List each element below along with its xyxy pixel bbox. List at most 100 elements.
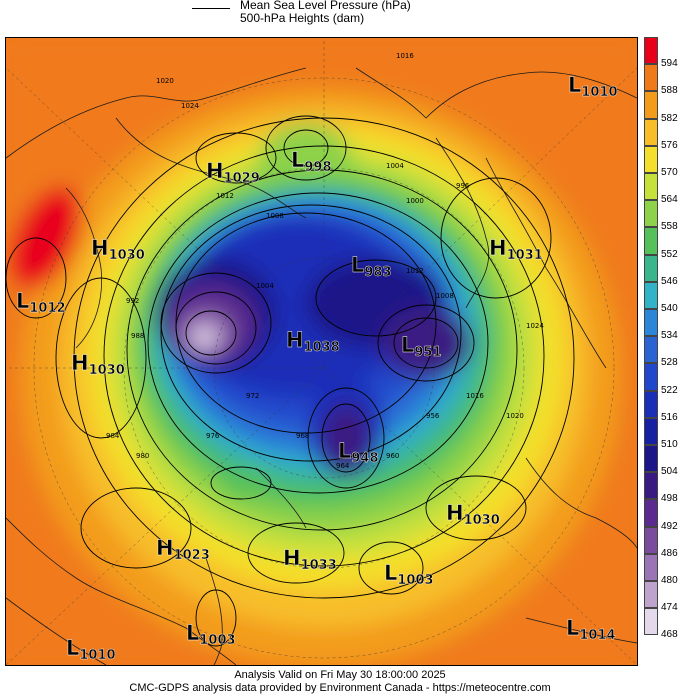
map-header: Mean Sea Level Pressure (hPa) 500-hPa He… bbox=[0, 0, 680, 36]
center-pressure-value: 998 bbox=[304, 160, 331, 175]
isobar-value-label: 1008 bbox=[436, 292, 454, 300]
colorbar-swatch bbox=[644, 499, 658, 527]
isobar-value-label: 968 bbox=[296, 432, 309, 440]
colorbar-swatch bbox=[644, 553, 658, 581]
colorbar-label: 540 bbox=[661, 303, 678, 314]
isobar-value-label: 976 bbox=[206, 432, 220, 440]
center-pressure-value: 1003 bbox=[397, 573, 433, 588]
colorbar-label: 528 bbox=[661, 357, 678, 369]
isobar-value-label: 1000 bbox=[406, 197, 424, 205]
colorbar-label: 492 bbox=[661, 520, 678, 532]
isobar-value-label: 1012 bbox=[216, 192, 234, 200]
colorbar-swatch bbox=[644, 254, 658, 282]
isobar-value-label: 1012 bbox=[406, 267, 424, 275]
center-pressure-value: 1031 bbox=[507, 248, 543, 263]
center-pressure-value: 1033 bbox=[301, 558, 337, 573]
colorbar-label: 576 bbox=[661, 139, 678, 151]
isobar-value-label: 964 bbox=[336, 462, 350, 470]
center-pressure-value: 1003 bbox=[199, 633, 235, 648]
colorbar-label: 570 bbox=[661, 167, 678, 178]
colorbar-swatch bbox=[644, 526, 658, 554]
colorbar-swatch bbox=[644, 200, 658, 228]
isobar-value-label: 1024 bbox=[181, 102, 199, 110]
colorbar-label: 522 bbox=[661, 384, 678, 396]
colorbar-label: 510 bbox=[661, 439, 678, 450]
colorbar-swatch bbox=[644, 227, 658, 255]
isobar-value-label: 980 bbox=[136, 452, 149, 460]
colorbar-swatch bbox=[644, 363, 658, 391]
colorbar-label: 486 bbox=[661, 547, 678, 559]
graticule bbox=[6, 38, 637, 665]
center-pressure-value: 948 bbox=[351, 451, 378, 466]
isobar-value-label: 992 bbox=[126, 297, 139, 305]
colorbar-label: 582 bbox=[661, 112, 678, 124]
isobar-value-label: 1020 bbox=[506, 412, 524, 420]
isobar-value-label: 984 bbox=[106, 432, 120, 440]
isobar-labels: 1016 1020 1024 1012 1008 1004 1000 996 992 988 984… bbox=[106, 52, 544, 470]
colorbar-label: 498 bbox=[661, 493, 678, 505]
center-pressure-value: 1030 bbox=[464, 513, 500, 528]
colorbar-label: 480 bbox=[661, 575, 678, 586]
isobar-value-label: 1004 bbox=[256, 282, 274, 290]
mslp-legend-line bbox=[192, 8, 230, 9]
isobar-value-label: 972 bbox=[246, 392, 259, 400]
colorbar-swatch bbox=[644, 64, 658, 92]
colorbar-label: 588 bbox=[661, 85, 678, 97]
colorbar-swatch bbox=[644, 336, 658, 364]
isobar-value-label: 960 bbox=[386, 452, 399, 460]
hemispheric-map: L1010H1029L998H1030L1012H1030L983H1031H1… bbox=[6, 38, 637, 665]
high-pressure-center: H1029 bbox=[206, 159, 260, 186]
center-pressure-value: 1023 bbox=[174, 548, 210, 563]
center-pressure-value: 1010 bbox=[581, 85, 617, 100]
colorbar-label: 552 bbox=[661, 248, 678, 260]
colorbar-label: 534 bbox=[661, 330, 678, 342]
colorbar-swatch bbox=[644, 472, 658, 500]
colorbar-label: 558 bbox=[661, 221, 678, 233]
isobar-value-label: 1004 bbox=[386, 162, 404, 170]
colorbar-swatch bbox=[644, 417, 658, 445]
isobar-value-label: 1020 bbox=[156, 77, 174, 85]
center-pressure-value: 951 bbox=[414, 345, 441, 360]
colorbar-swatch bbox=[644, 390, 658, 418]
colorbar-label: 474 bbox=[661, 602, 678, 614]
colorbar-swatch bbox=[644, 145, 658, 173]
isobar-value-label: 1016 bbox=[466, 392, 484, 400]
isobar-value-label: 956 bbox=[426, 412, 440, 420]
title-mslp: Mean Sea Level Pressure (hPa) bbox=[240, 0, 411, 12]
isobar-value-label: 1008 bbox=[266, 212, 284, 220]
center-pressure-value: 1014 bbox=[579, 628, 615, 643]
isobars bbox=[6, 115, 575, 647]
isobar-value-label: 996 bbox=[456, 182, 470, 190]
center-pressure-value: 1038 bbox=[304, 340, 340, 355]
colorbar-swatch bbox=[644, 118, 658, 146]
center-pressure-value: 1030 bbox=[89, 363, 125, 378]
colorbar-label: 564 bbox=[661, 194, 678, 206]
isobar-value-label: 1024 bbox=[526, 322, 544, 330]
colorbar-swatch bbox=[644, 91, 658, 119]
low-pressure-center: L951 bbox=[401, 333, 442, 360]
title-500hpa: 500-hPa Heights (dam) bbox=[240, 11, 365, 25]
colorbar-label: 594 bbox=[661, 58, 678, 70]
map-panel: L1010 H1029 L998 H1030 L1012 H1030 L983 H1031 H1… bbox=[5, 37, 638, 666]
colorbar-swatch bbox=[644, 173, 658, 201]
valid-time-text: Analysis Valid on Fri May 30 18:00:00 20… bbox=[234, 669, 446, 681]
center-pressure-value: 983 bbox=[364, 265, 391, 280]
colorbar-swatch bbox=[644, 309, 658, 337]
colorbar-swatch bbox=[644, 445, 658, 473]
colorbar-swatch bbox=[644, 581, 658, 609]
center-pressure-value: 1010 bbox=[79, 648, 115, 663]
colorbar-label: 504 bbox=[661, 466, 678, 478]
data-credit-text: CMC-GDPS analysis data provided by Envir… bbox=[129, 682, 551, 694]
map-footer: Analysis Valid on Fri May 30 18:00:00 20… bbox=[0, 669, 680, 695]
colorbar-swatch bbox=[644, 37, 658, 65]
colorbar-label: 468 bbox=[661, 629, 678, 641]
center-pressure-value: 1012 bbox=[29, 301, 65, 316]
isobar-value-label: 1016 bbox=[396, 52, 414, 60]
center-pressure-value: 1029 bbox=[224, 171, 260, 186]
colorbar-label: 546 bbox=[661, 275, 678, 287]
center-pressure-value: 1030 bbox=[109, 248, 145, 263]
colorbar-swatch bbox=[644, 608, 658, 636]
isobar-value-label: 988 bbox=[131, 332, 144, 340]
colorbar-label: 516 bbox=[661, 411, 678, 423]
colorbar-swatch bbox=[644, 281, 658, 309]
